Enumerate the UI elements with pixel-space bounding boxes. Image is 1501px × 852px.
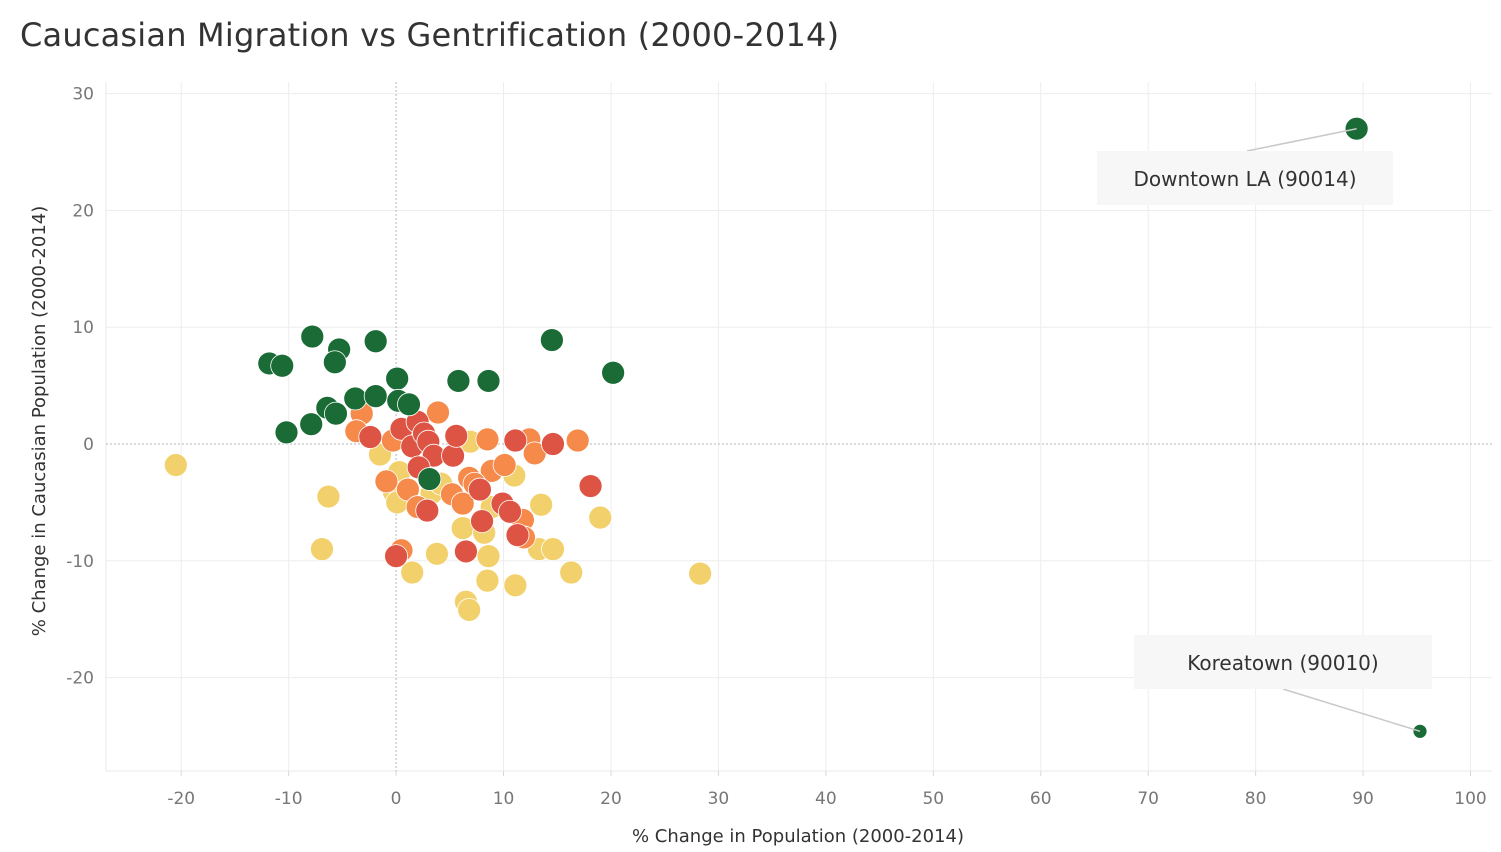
data-point-yellow[interactable]	[529, 492, 554, 517]
x-tick-label: 40	[815, 789, 837, 809]
data-point-green[interactable]	[274, 420, 299, 445]
data-point-red[interactable]	[578, 474, 603, 498]
data-point-orange[interactable]	[565, 428, 590, 453]
data-point-green[interactable]	[363, 329, 388, 354]
x-tick-label: 50	[922, 789, 944, 809]
data-point-red[interactable]	[415, 498, 440, 523]
data-point-yellow[interactable]	[541, 537, 565, 562]
data-point-yellow[interactable]	[559, 560, 584, 585]
data-point-red[interactable]	[444, 423, 469, 448]
chart-title: Caucasian Migration vs Gentrification (2…	[20, 16, 840, 54]
x-tick-labels: -20 -10 0 10 20 30 40 50 60 70 80 90 100	[167, 789, 1486, 809]
y-tick-labels: 30 20 10 0 -10 -20	[66, 85, 94, 689]
y-tick-label: -10	[66, 552, 94, 572]
x-tick-label: 20	[600, 789, 622, 809]
data-point-yellow[interactable]	[425, 541, 449, 566]
x-tick-label: 80	[1245, 789, 1267, 809]
x-tick-label: 90	[1352, 789, 1374, 809]
data-point-green[interactable]	[343, 386, 368, 411]
annotation-leader-line	[1246, 127, 1357, 152]
data-point-green[interactable]	[446, 369, 471, 393]
x-tick-label: 0	[391, 789, 402, 809]
annotation-leader-line	[1282, 688, 1421, 733]
data-point-red[interactable]	[467, 477, 492, 502]
x-tick-label: 70	[1137, 789, 1159, 809]
annotation-box	[1097, 151, 1393, 205]
data-point-yellow[interactable]	[588, 505, 613, 530]
data-point-orange[interactable]	[374, 469, 399, 494]
data-point-yellow[interactable]	[476, 544, 501, 569]
data-point-orange[interactable]	[475, 427, 500, 452]
x-tick-label: 30	[708, 789, 730, 809]
annotation-1: Koreatown (90010)	[1134, 635, 1432, 733]
data-point-green[interactable]	[476, 369, 501, 393]
data-point-yellow[interactable]	[688, 561, 713, 586]
x-tick-label: 60	[1030, 789, 1052, 809]
x-tick-label: -20	[167, 789, 195, 809]
data-point-red[interactable]	[503, 428, 528, 453]
data-point-green[interactable]	[417, 467, 442, 491]
data-point-yellow[interactable]	[163, 453, 188, 477]
annotation-label: Downtown LA (90014)	[1133, 167, 1356, 191]
data-point-yellow[interactable]	[316, 484, 341, 509]
data-point-green[interactable]	[299, 412, 324, 437]
data-point-green[interactable]	[1344, 116, 1369, 141]
annotation-label: Koreatown (90010)	[1187, 651, 1378, 675]
x-tick-label: -10	[275, 789, 303, 809]
data-point-green[interactable]	[363, 384, 388, 409]
scatter-marks	[163, 116, 1428, 739]
data-point-green[interactable]	[270, 353, 295, 378]
data-point-red[interactable]	[505, 523, 530, 548]
data-point-red[interactable]	[384, 544, 408, 569]
data-point-green[interactable]	[397, 392, 421, 417]
data-point-red[interactable]	[358, 425, 383, 449]
data-point-red[interactable]	[454, 539, 478, 564]
y-tick-label: -20	[66, 669, 94, 689]
data-point-orange[interactable]	[492, 453, 517, 477]
data-point-green[interactable]	[324, 401, 348, 426]
data-point-red[interactable]	[541, 432, 565, 456]
y-tick-label: 20	[72, 201, 94, 221]
x-axis-label: % Change in Population (2000-2014)	[632, 826, 964, 847]
data-point-yellow[interactable]	[457, 597, 482, 622]
data-point-green[interactable]	[385, 366, 410, 391]
y-tick-label: 0	[83, 435, 94, 455]
x-tick-label: 10	[493, 789, 515, 809]
y-axis-label: % Change in Caucasian Population (2000-2…	[29, 206, 50, 637]
x-tick-label: 100	[1454, 789, 1486, 809]
data-point-orange[interactable]	[450, 491, 475, 516]
data-point-yellow[interactable]	[310, 537, 334, 562]
data-point-yellow[interactable]	[400, 560, 425, 585]
data-point-green[interactable]	[601, 360, 626, 385]
data-point-yellow[interactable]	[475, 568, 500, 593]
data-point-red[interactable]	[470, 509, 494, 533]
data-point-green[interactable]	[300, 324, 325, 349]
annotation-box	[1134, 635, 1432, 689]
data-point-red[interactable]	[498, 499, 522, 524]
y-tick-label: 10	[72, 318, 94, 338]
data-point-orange[interactable]	[426, 400, 450, 425]
data-point-green[interactable]	[539, 328, 564, 352]
data-point-yellow[interactable]	[503, 573, 528, 598]
annotations: Downtown LA (90014) Koreatown (90010)	[1097, 127, 1432, 733]
annotation-0: Downtown LA (90014)	[1097, 127, 1393, 205]
data-point-green[interactable]	[322, 350, 347, 375]
data-point-red[interactable]	[441, 443, 465, 468]
y-tick-label: 30	[72, 85, 94, 105]
